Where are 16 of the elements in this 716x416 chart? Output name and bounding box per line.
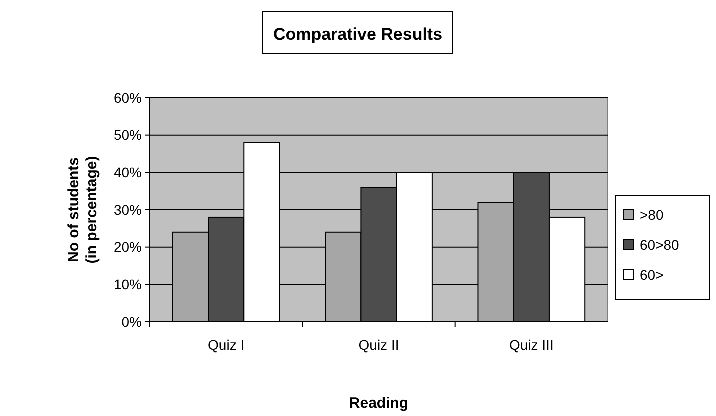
y-tick-label: 50% — [114, 127, 142, 144]
x-tick-label: Quiz III — [509, 337, 554, 353]
legend-label: 60>80 — [640, 236, 680, 253]
y-tick-label: 60% — [114, 90, 142, 106]
legend-label: >80 — [640, 206, 664, 223]
y-tick-label: 20% — [114, 239, 142, 256]
y-tick-label: 40% — [114, 164, 142, 181]
y-axis-title: No of students (in percentage) — [66, 156, 100, 264]
x-tick-label: Quiz II — [358, 337, 400, 353]
y-tick-label: 10% — [114, 276, 142, 293]
legend-label: 60> — [640, 266, 664, 283]
x-tick-label: Quiz I — [208, 337, 245, 353]
chart-title: Comparative Results — [273, 25, 443, 44]
y-tick-label: 30% — [114, 202, 142, 218]
x-axis-title: Reading — [349, 395, 409, 412]
y-tick-label: 0% — [122, 314, 142, 330]
